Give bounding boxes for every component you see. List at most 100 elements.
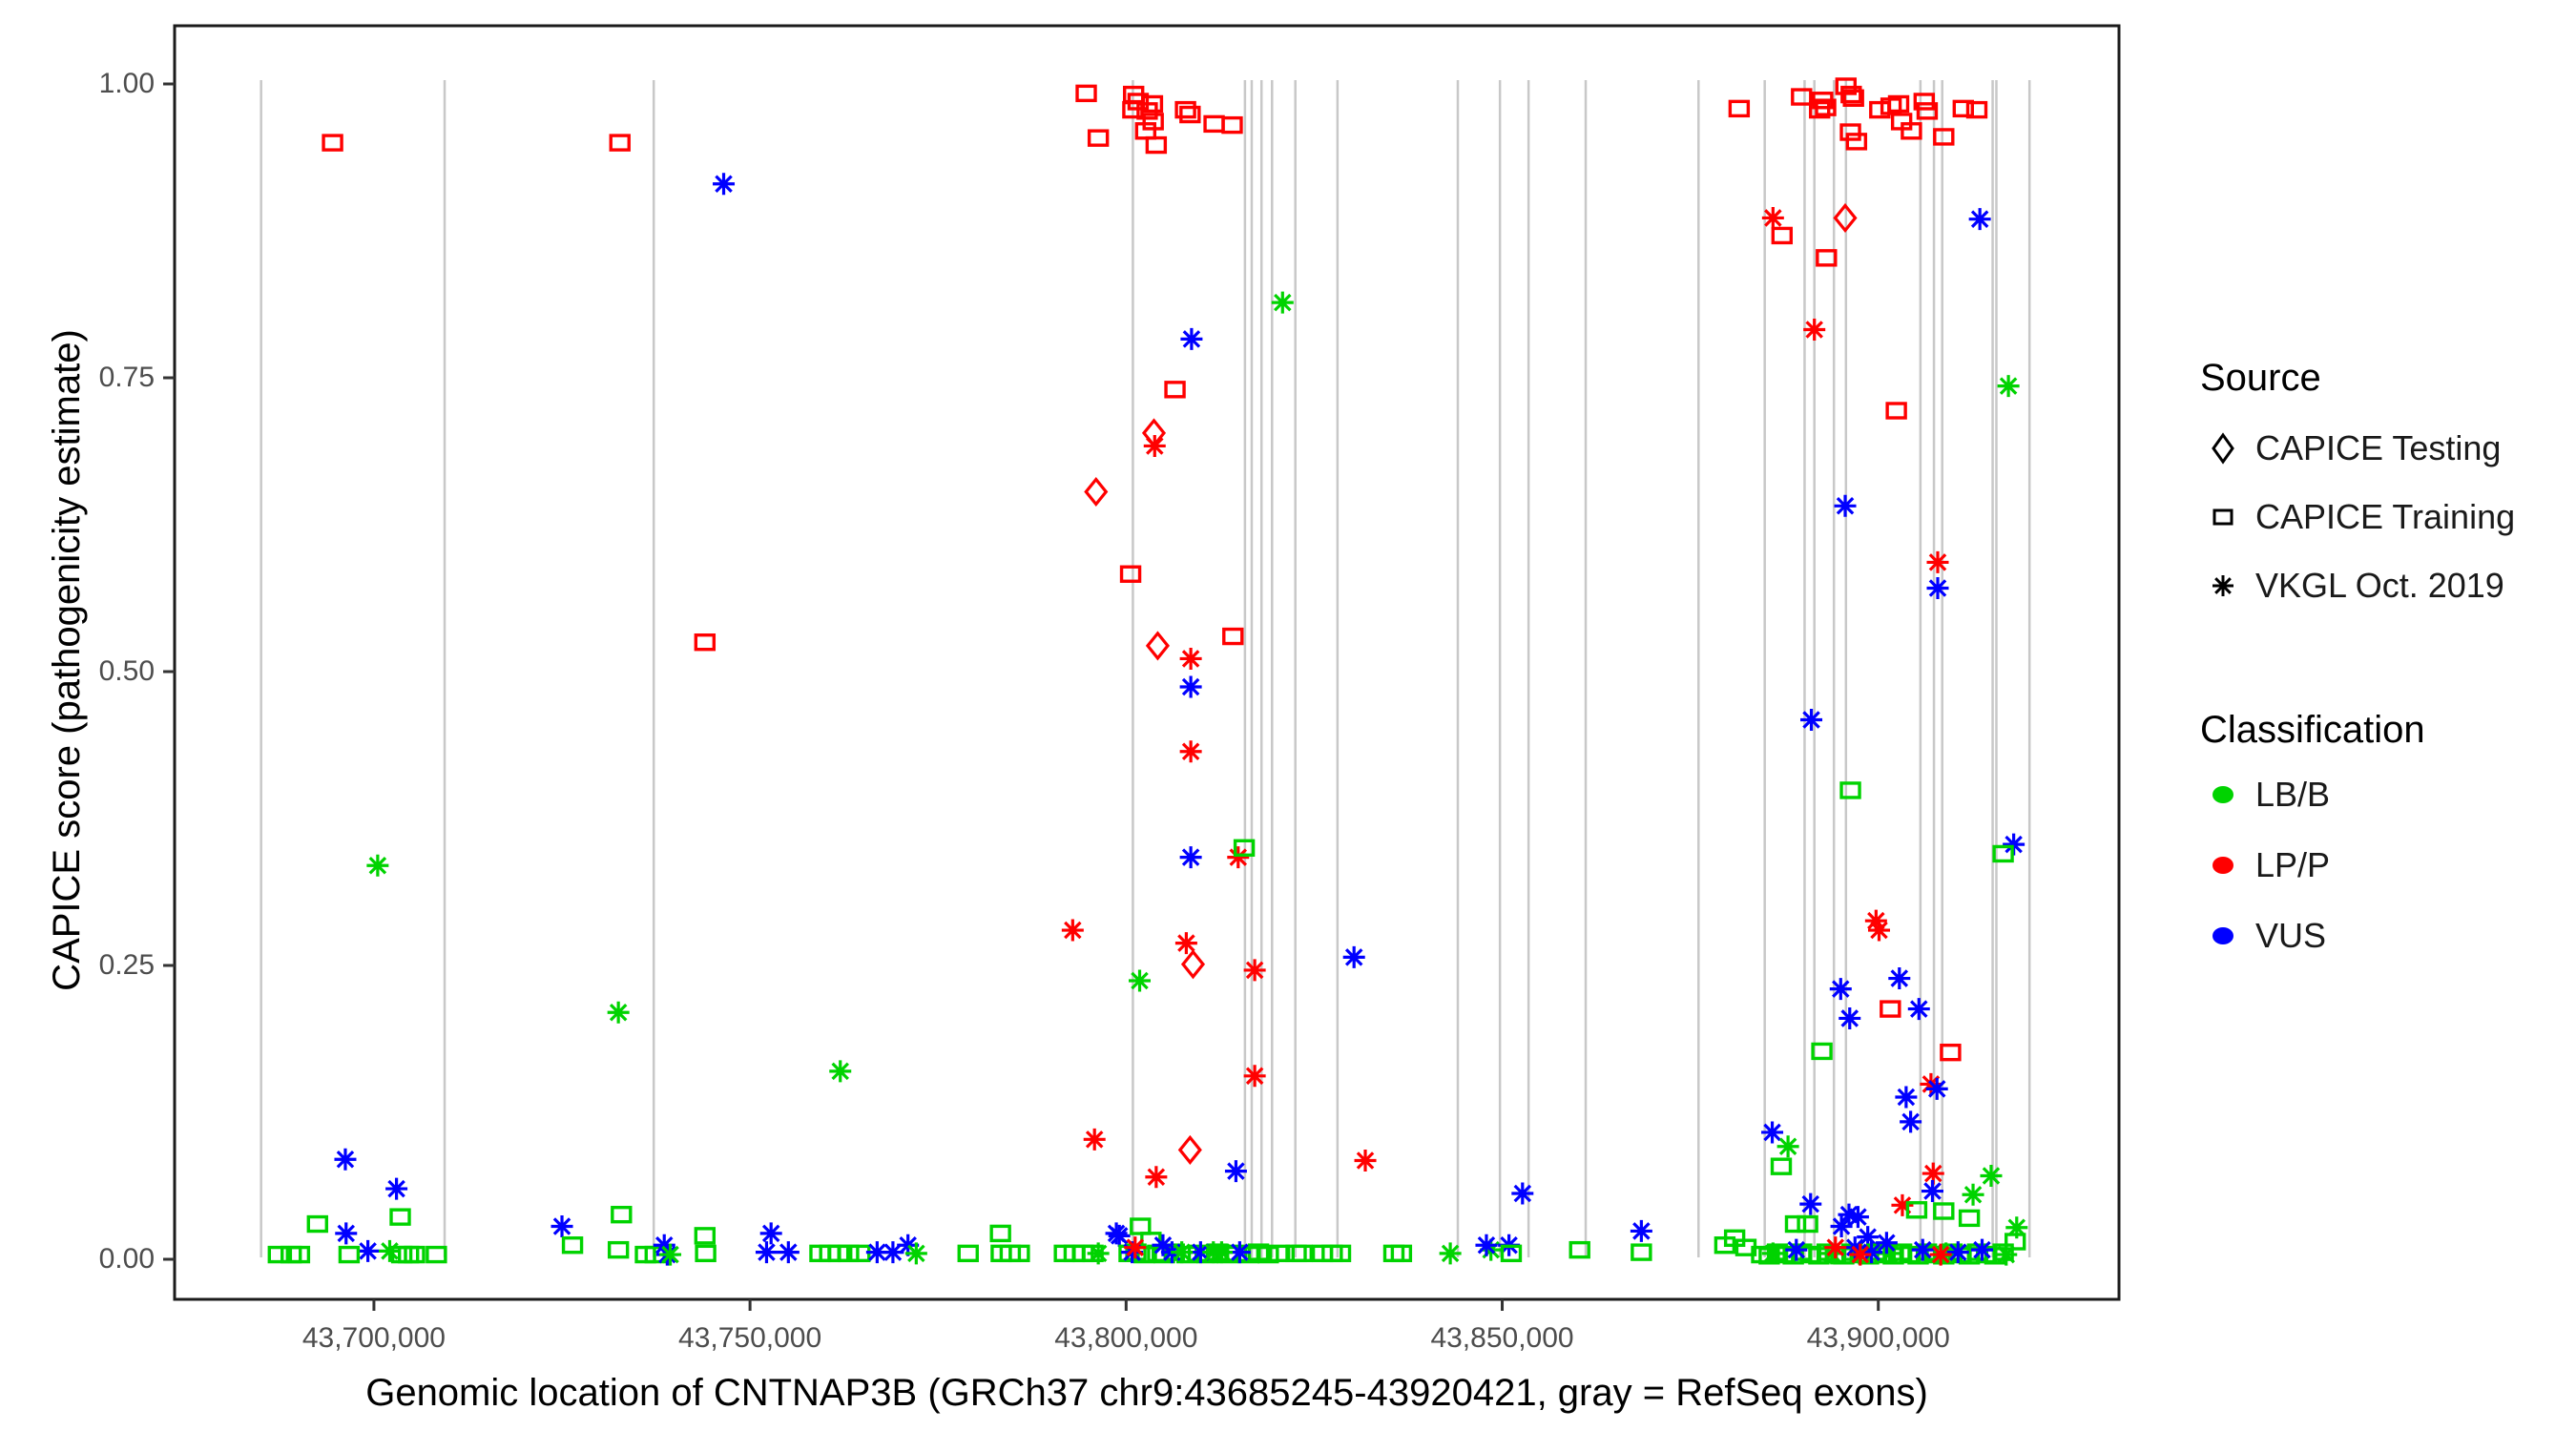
point-vkgl: [1342, 945, 1365, 968]
point-capice-training: [1784, 1214, 1807, 1234]
point-vkgl: [1846, 1206, 1869, 1229]
point-vkgl: [777, 1241, 800, 1264]
point-vkgl: [1143, 434, 1166, 457]
y-tick-label: 0.75: [98, 362, 155, 393]
asterisk-icon: [2212, 575, 2233, 596]
point-capice-training: [1815, 98, 1837, 116]
legend-source-title: Source: [2200, 357, 2321, 399]
point-vkgl: [1922, 1162, 1944, 1185]
x-tick-label: 43,900,000: [1806, 1322, 1950, 1354]
point-capice-training: [1839, 123, 1861, 141]
point-capice-training: [426, 1245, 447, 1264]
legend-item-lbb: LB/B: [2200, 772, 2330, 818]
legend-item-lbb-label: LB/B: [2255, 775, 2331, 814]
point-vkgl: [759, 1222, 782, 1245]
point-vkgl: [1785, 1238, 1808, 1261]
point-vkgl: [1997, 375, 2020, 398]
point-capice-training: [1845, 133, 1868, 151]
point-vkgl: [1839, 1006, 1861, 1029]
point-capice-training: [1771, 226, 1793, 245]
point-capice-training: [1916, 102, 1939, 120]
point-vkgl: [1087, 1242, 1110, 1265]
point-vkgl: [1171, 1241, 1194, 1264]
dot-icon: [2212, 786, 2233, 803]
point-vkgl: [653, 1234, 675, 1256]
point-vkgl: [1900, 1110, 1922, 1133]
point-vkgl: [335, 1222, 358, 1245]
point-capice-training: [338, 1245, 361, 1264]
point-vkgl: [897, 1234, 920, 1256]
point-vkgl: [1888, 967, 1911, 990]
point-vkgl: [1799, 1192, 1822, 1215]
point-vkgl: [1129, 969, 1152, 992]
x-tick-label: 43,750,000: [678, 1322, 822, 1354]
point-vkgl: [1962, 1183, 1984, 1206]
point-capice-training: [1075, 84, 1097, 103]
point-capice-training: [694, 633, 717, 652]
point-vkgl: [378, 1239, 401, 1262]
point-vkgl: [1271, 291, 1294, 314]
point-vkgl: [1995, 1243, 2018, 1266]
point-capice-training: [1221, 115, 1243, 135]
point-capice-training: [1174, 100, 1196, 119]
y-tick-label: 1.00: [98, 68, 155, 99]
point-vkgl: [1849, 1243, 1872, 1266]
point-capice-training: [1885, 402, 1907, 420]
legend-item-square: CAPICE Training: [2200, 494, 2515, 540]
point-vkgl: [1868, 919, 1890, 942]
point-capice-training: [561, 1236, 584, 1255]
point-vkgl: [1895, 1086, 1918, 1109]
point-capice-testing: [1084, 476, 1109, 508]
point-capice-training: [397, 1245, 420, 1264]
point-capice-training: [1233, 839, 1256, 857]
point-capice-training: [1816, 249, 1838, 267]
point-capice-training: [1770, 1157, 1793, 1175]
point-vkgl: [1145, 1166, 1168, 1189]
point-capice-training: [1008, 1244, 1030, 1263]
point-capice-training: [1791, 88, 1813, 106]
point-vkgl: [1124, 1236, 1147, 1259]
point-vkgl: [1179, 675, 1202, 698]
point-capice-training: [1122, 100, 1144, 119]
point-capice-training: [1728, 99, 1751, 118]
point-vkgl: [1824, 1236, 1847, 1259]
point-capice-training: [1940, 1043, 1962, 1062]
point-vkgl: [1108, 1224, 1131, 1247]
point-vkgl: [334, 1148, 357, 1171]
point-capice-training: [1631, 1243, 1652, 1261]
point-vkgl: [551, 1215, 573, 1237]
point-vkgl: [1803, 318, 1826, 341]
point-vkgl: [829, 1060, 852, 1083]
point-vkgl: [357, 1239, 380, 1262]
point-capice-training: [838, 1244, 860, 1263]
x-tick-label: 43,800,000: [1054, 1322, 1198, 1354]
point-vkgl: [1829, 978, 1852, 1001]
y-tick-label: 0.25: [98, 949, 155, 981]
point-capice-training: [1842, 89, 1864, 107]
point-capice-training: [1329, 1244, 1352, 1263]
point-capice-training: [1933, 128, 1955, 146]
point-vkgl: [1891, 1193, 1914, 1216]
point-vkgl: [1083, 1128, 1106, 1151]
point-capice-testing: [1833, 202, 1858, 233]
point-vkgl: [1761, 1121, 1784, 1144]
point-vkgl: [1834, 494, 1857, 517]
point-capice-training: [1958, 1209, 1981, 1228]
point-vkgl: [1475, 1234, 1498, 1256]
legend-item-square-label: CAPICE Training: [2255, 497, 2516, 536]
legend-item-asterisk: VKGL Oct. 2019: [2200, 563, 2504, 609]
point-vkgl: [1907, 998, 1930, 1021]
point-capice-training: [1203, 114, 1225, 134]
legend-classification-title: Classification: [2200, 709, 2425, 751]
point-capice-training: [1136, 102, 1158, 120]
point-vkgl: [1174, 932, 1197, 955]
point-vkgl: [1761, 206, 1784, 229]
point-vkgl: [1864, 909, 1887, 932]
point-vkgl: [1971, 1238, 1994, 1261]
point-capice-training: [1119, 565, 1142, 583]
point-vkgl: [366, 854, 389, 877]
point-vkgl: [1879, 1242, 1901, 1265]
point-vkgl: [607, 1001, 630, 1024]
point-capice-training: [1992, 844, 2014, 863]
